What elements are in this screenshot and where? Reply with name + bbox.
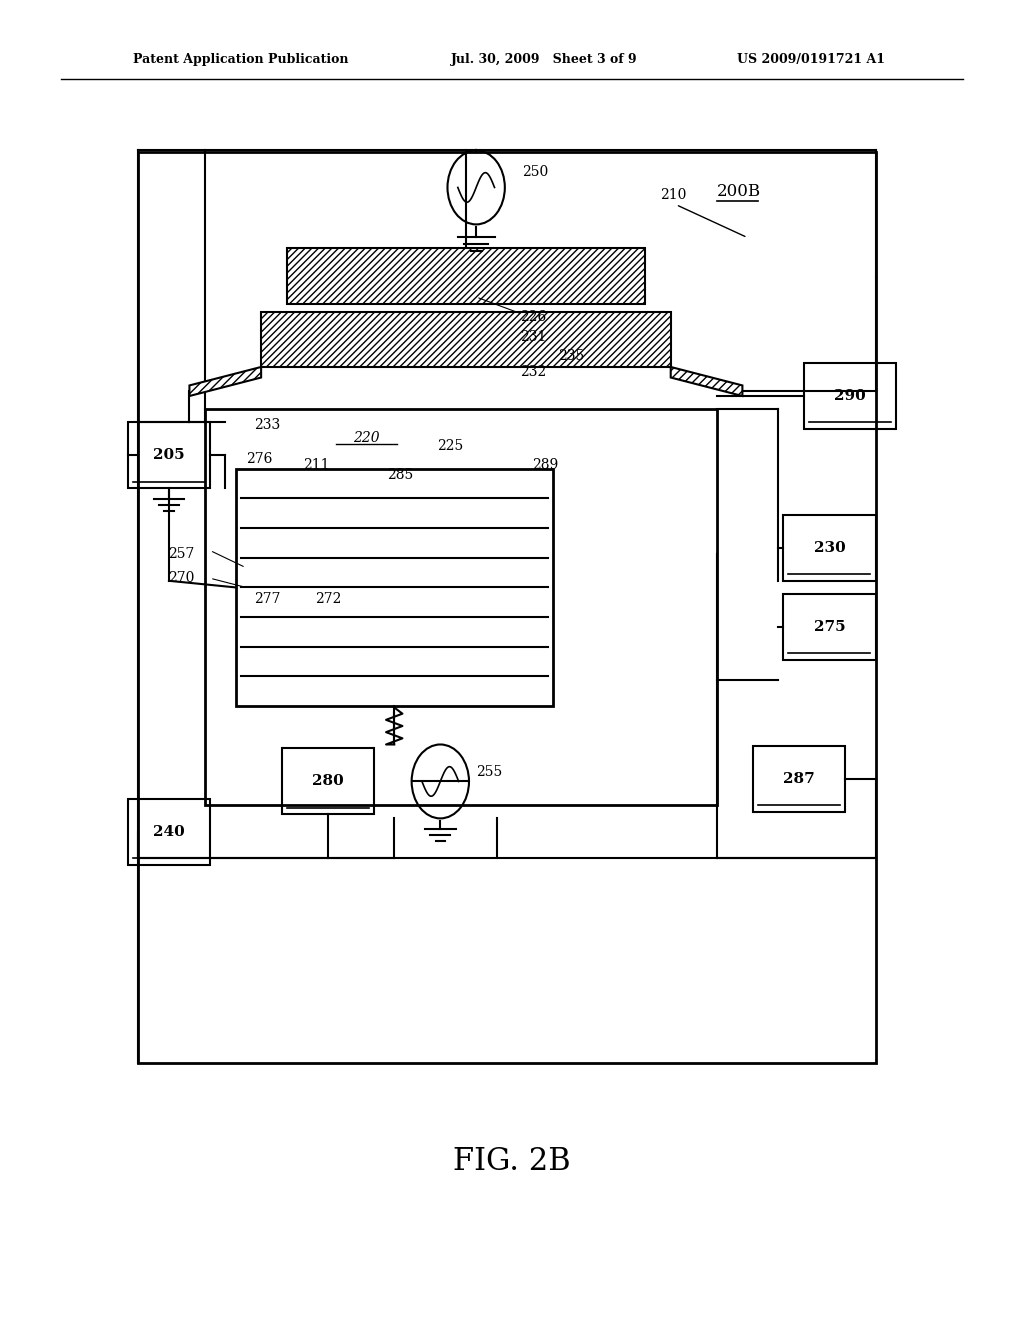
- Text: 230: 230: [813, 541, 846, 554]
- Text: 235: 235: [558, 350, 585, 363]
- Text: 290: 290: [834, 389, 866, 403]
- Text: 200B: 200B: [717, 183, 761, 199]
- Text: US 2009/0191721 A1: US 2009/0191721 A1: [737, 53, 886, 66]
- Text: 205: 205: [154, 449, 184, 462]
- Polygon shape: [671, 367, 742, 396]
- Text: 257: 257: [168, 548, 195, 561]
- Text: Jul. 30, 2009   Sheet 3 of 9: Jul. 30, 2009 Sheet 3 of 9: [451, 53, 637, 66]
- Bar: [128, 799, 210, 865]
- Polygon shape: [189, 367, 261, 396]
- Text: 280: 280: [311, 775, 344, 788]
- Text: 276: 276: [246, 453, 272, 466]
- Polygon shape: [189, 367, 261, 396]
- Text: 220: 220: [353, 432, 380, 445]
- Text: 289: 289: [532, 458, 559, 471]
- Text: 272: 272: [315, 593, 342, 606]
- Text: 277: 277: [254, 593, 281, 606]
- Bar: [282, 748, 374, 814]
- Text: 210: 210: [660, 189, 687, 202]
- Bar: [804, 363, 896, 429]
- Text: 226: 226: [520, 310, 547, 323]
- Text: 275: 275: [814, 620, 845, 634]
- Bar: [287, 248, 645, 304]
- Text: 240: 240: [153, 825, 185, 838]
- Bar: [261, 312, 671, 367]
- Bar: [128, 422, 210, 488]
- Text: FIG. 2B: FIG. 2B: [454, 1146, 570, 1177]
- Text: 211: 211: [303, 458, 330, 471]
- Polygon shape: [671, 367, 742, 396]
- Text: 225: 225: [437, 440, 464, 453]
- Text: 231: 231: [520, 330, 547, 343]
- Text: 287: 287: [782, 772, 815, 785]
- Bar: [783, 594, 876, 660]
- Text: 250: 250: [522, 165, 549, 178]
- Text: 285: 285: [387, 469, 414, 482]
- Bar: [783, 515, 876, 581]
- Bar: [205, 409, 717, 805]
- Text: 270: 270: [168, 572, 195, 585]
- Text: 233: 233: [254, 418, 281, 432]
- Text: 255: 255: [476, 766, 503, 779]
- Bar: [753, 746, 845, 812]
- Bar: [236, 469, 553, 706]
- Text: 232: 232: [520, 366, 547, 379]
- Bar: [138, 152, 876, 1063]
- Text: Patent Application Publication: Patent Application Publication: [133, 53, 348, 66]
